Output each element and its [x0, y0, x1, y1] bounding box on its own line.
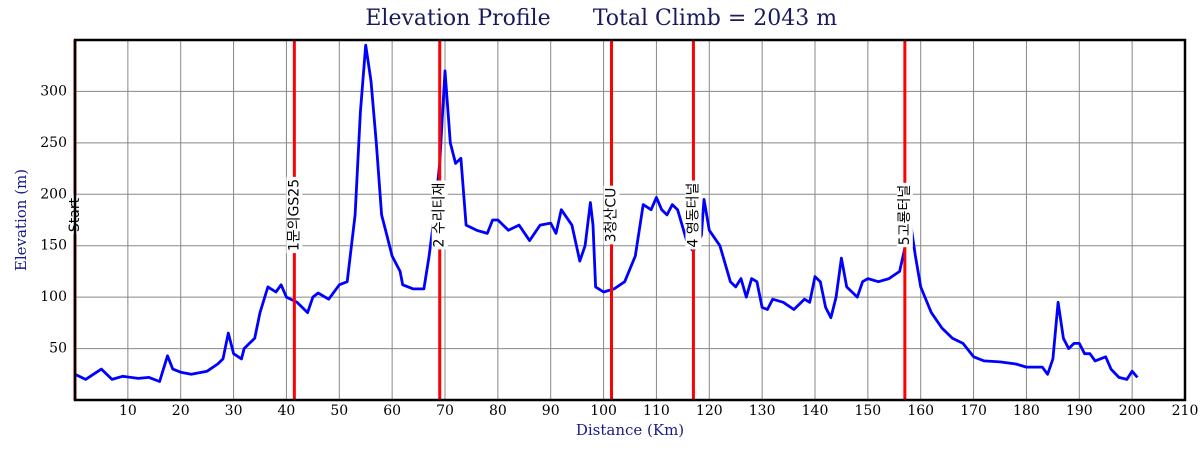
y-tick-label: 300 [40, 83, 67, 99]
waypoint-label: 4 영동터널 [685, 183, 701, 248]
x-tick-label: 70 [436, 403, 454, 419]
waypoint: 1문의GS25 [286, 176, 303, 254]
y-tick-label: 200 [40, 186, 67, 202]
waypoint-label: 2 수리티재 [432, 183, 448, 248]
x-tick-label: 20 [172, 403, 190, 419]
x-tick-label: 170 [960, 403, 987, 419]
y-axis-label: Elevation (m) [12, 169, 30, 271]
y-tick-label: 100 [40, 289, 67, 305]
x-tick-label: 10 [119, 403, 137, 419]
x-tick-label: 130 [749, 403, 776, 419]
x-tick-label: 200 [1119, 403, 1146, 419]
waypoint-label-bg [431, 180, 448, 250]
chart-title: Elevation Profile [365, 6, 550, 31]
x-tick-label: 110 [643, 403, 670, 419]
x-tick-label: 50 [330, 403, 348, 419]
x-tick-label: 180 [1013, 403, 1040, 419]
y-tick-label: 250 [40, 135, 67, 151]
x-tick-label: 40 [278, 403, 296, 419]
y-tick-label: 150 [40, 238, 67, 254]
x-tick-label: 210 [1172, 403, 1199, 419]
elevation-line [74, 43, 1139, 383]
x-tick-label: 80 [489, 403, 507, 419]
plot-frame [73, 38, 1187, 402]
x-tick-label: 160 [907, 403, 934, 419]
waypoint: 3청산CU [603, 185, 620, 245]
x-tick-label: 90 [542, 403, 560, 419]
waypoint-label-bg [286, 176, 303, 254]
x-tick-label: 100 [590, 403, 617, 419]
x-tick-label: 140 [802, 403, 829, 419]
x-tick-label: 30 [225, 403, 243, 419]
x-tick-label: 60 [383, 403, 401, 419]
waypoint-label-bg [603, 185, 620, 245]
waypoint-label: 1문의GS25 [286, 179, 302, 251]
waypoint-label-bg [896, 182, 913, 248]
waypoint-label: 5고룡터널 [897, 185, 913, 245]
waypoint: 4 영동터널 [685, 180, 702, 250]
waypoint-label: 3청산CU [604, 188, 620, 243]
x-tick-label: 150 [854, 403, 881, 419]
x-tick-label: 190 [1066, 403, 1093, 419]
waypoint: 5고룡터널 [896, 182, 913, 248]
waypoint-label-bg [685, 180, 702, 250]
x-tick-label: 120 [696, 403, 723, 419]
y-tick-label: 50 [49, 341, 67, 357]
waypoint: 2 수리티재 [431, 180, 448, 250]
chart-subtitle: Total Climb = 2043 m [593, 6, 837, 31]
x-axis-label: Distance (Km) [576, 421, 684, 439]
